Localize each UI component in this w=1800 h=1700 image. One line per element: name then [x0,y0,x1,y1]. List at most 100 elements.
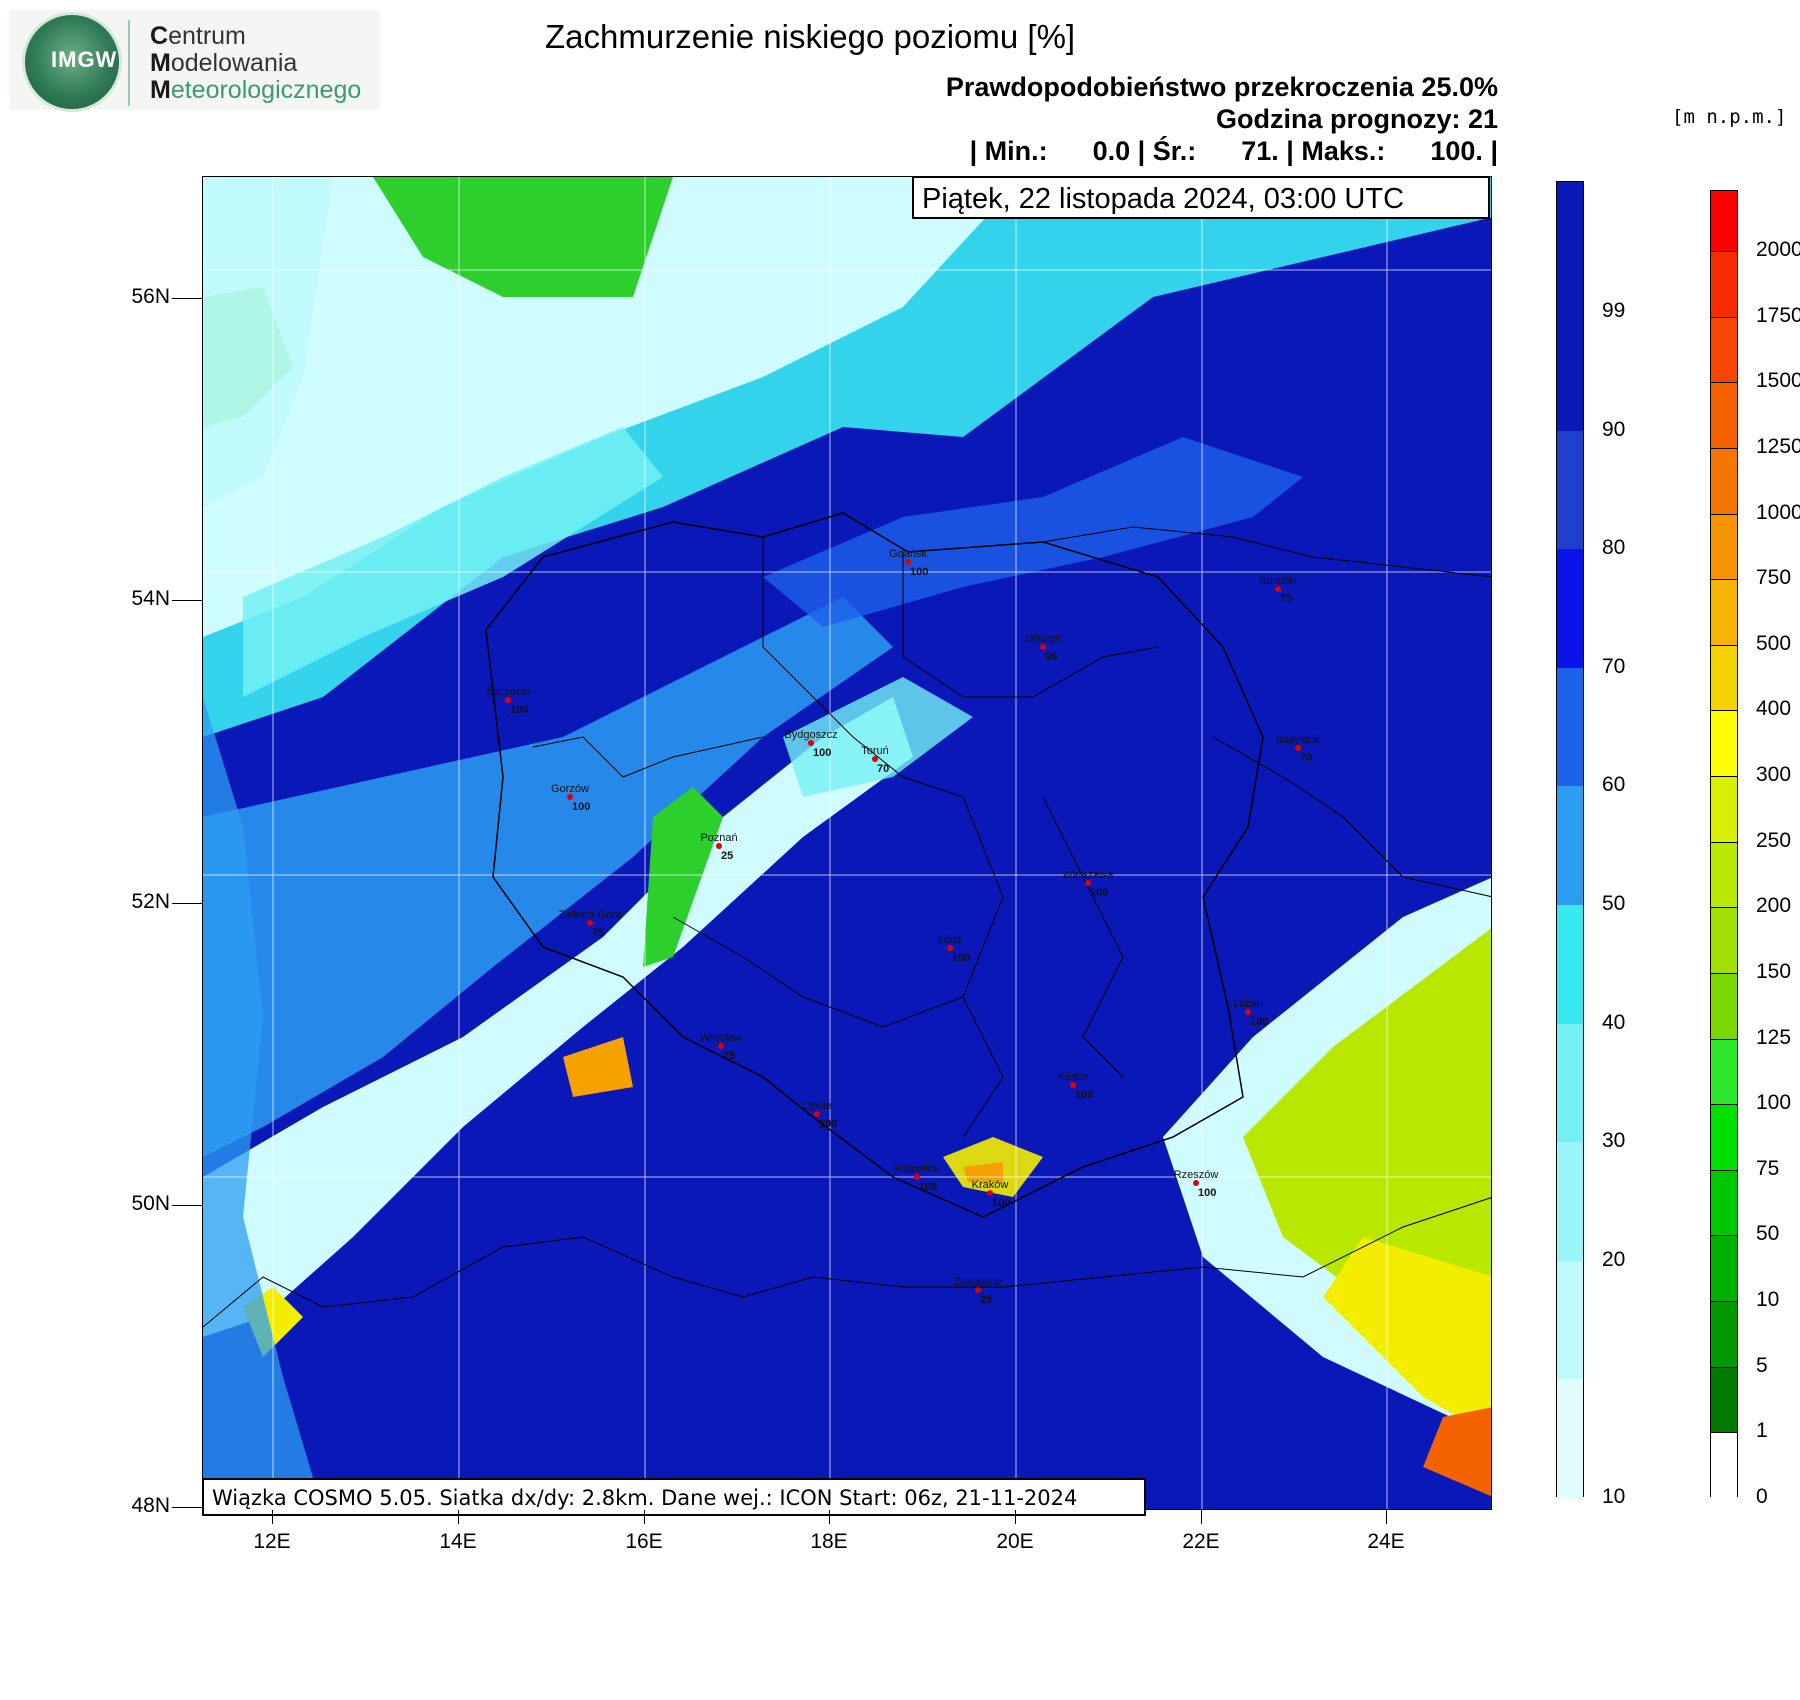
city-name: Gorzów [551,783,589,795]
cloud-colorbar-segment [1557,1023,1583,1144]
elev-colorbar-segment [1711,907,1737,974]
city-dot-icon [808,740,814,746]
cloud-colorbar-segment [1557,1379,1583,1499]
city-name: Rzeszów [1173,1169,1219,1181]
city-value: 25 [723,1050,736,1062]
elev-colorbar-segment [1711,513,1737,581]
city-value: 100 [1198,1187,1217,1199]
cloud-region-light-north [203,177,1023,637]
city-value: 75 [592,927,605,939]
city-dot-icon [716,843,722,849]
elev-colorbar-label: 500 [1756,631,1792,655]
city-name: Szczecin [485,686,531,698]
cloud-colorbar-label: 10 [1602,1485,1626,1508]
east-country-border [1212,736,1491,898]
city-dot-icon [505,697,511,703]
city-name: Łódź [938,934,962,946]
lon-label-16e: 16E [625,1530,663,1553]
elevation-unit-label: [m n.p.m.] [1672,106,1787,128]
elev-colorbar-label: 250 [1756,828,1792,852]
cloud-colorbar-segment [1557,1260,1583,1381]
border-silesia-segment [672,916,964,1028]
city-value: 100 [510,704,529,716]
voivodeship-borders [532,537,1159,1138]
city-name: Warszawa [1062,869,1114,881]
elev-colorbar-label: 50 [1756,1222,1780,1246]
city-dot-icon [987,1190,993,1196]
city-dot-icon [975,1287,981,1293]
imgw-emblem-icon: IMGW [22,12,122,112]
lon-label-12e: 12E [253,1530,291,1553]
city-name: Suwałki [1259,575,1297,587]
elev-colorbar-label: 5 [1756,1353,1768,1377]
cloud-colorbar-label: 50 [1602,892,1626,915]
city-name: Kielce [1058,1071,1088,1083]
cloud-colorbar-segment [1557,549,1583,669]
city-value: 25 [721,850,734,862]
lon-tick-20e [1015,1510,1016,1524]
lat-label-48n: 48N [131,1494,170,1517]
lon-tick-24e [1386,1510,1387,1524]
map-canvas [203,177,1491,1509]
elev-colorbar-label: 200 [1756,894,1792,918]
logo-line-3-initial: M [150,76,171,104]
city-value: 95 [1045,651,1058,663]
city-dot-icon [814,1111,820,1117]
cloud-cover-colorbar-labels: 99 90 80 70 60 50 40 30 20 10 [1590,181,1650,1508]
imgw-logo: IMGW Centrum Modelowania Meteorologiczne… [10,10,380,112]
city-name: Toruń [861,745,889,757]
elev-colorbar-segment [1711,1169,1737,1237]
elev-colorbar-segment [1711,382,1737,449]
elev-colorbar-segment [1711,1366,1737,1434]
city-value: 25 [980,1294,993,1306]
city-dot-icon [1040,644,1046,650]
cloud-colorbar-label: 60 [1602,773,1626,797]
cloud-region-west-germany [203,697,323,1509]
logo-line-3: Meteorologicznego [150,77,361,104]
logo-divider [128,20,130,106]
cloud-colorbar-segment [1557,430,1583,551]
city-value: 100 [1075,1089,1094,1101]
lat-label-56n: 56N [131,285,170,308]
city-value: 100 [910,566,929,578]
elev-colorbar-label: 1000 [1756,500,1800,524]
city-value: 70 [877,763,890,775]
city-name: Bydgoszcz [784,729,838,741]
cloud-cover-colorbar [1556,181,1584,1499]
city-value: 100 [992,1197,1011,1209]
city-dot-icon [905,559,911,565]
city-dot-icon [567,794,573,800]
forecast-date-box: Piątek, 22 listopada 2024, 03:00 UTC [912,176,1490,219]
city-dot-icon [1085,880,1091,886]
city-dot-icon [1070,1082,1076,1088]
elev-colorbar-segment [1711,1235,1737,1303]
border-central-segment [762,537,964,798]
elev-colorbar-label: 0 [1756,1485,1768,1508]
lon-tick-16e [644,1510,645,1524]
cities-layer: Gdańsk 100 Suwałki 75 Olsztyn 95 Szczecin 100 By… [203,177,1491,1509]
city-dot-icon [914,1174,920,1180]
map-title: Zachmurzenie niskiego poziomu [%] [545,18,1076,55]
city-value: 100 [1090,887,1109,899]
lat-tick-54n [172,600,202,601]
cloud-colorbar-label: 70 [1602,654,1626,678]
lat-tick-50n [172,1205,202,1206]
lon-tick-12e [272,1510,273,1524]
lon-label-20e: 20E [996,1530,1034,1553]
city-dot-icon [718,1043,724,1049]
elev-colorbar-segment [1711,316,1737,384]
elev-colorbar-label: 10 [1756,1288,1780,1312]
elev-colorbar-label: 1 [1756,1419,1768,1443]
border-north-segment [902,552,1159,698]
elev-colorbar-segment [1711,1104,1737,1171]
forecast-hour-subtitle: Godzina prognozy: 21 [1215,104,1498,134]
cloud-colorbar-segment [1557,1142,1583,1262]
city-dot-icon [1275,586,1281,592]
south-country-border [203,1197,1491,1328]
elev-colorbar-segment [1711,579,1737,646]
cloud-colorbar-segment [1557,312,1583,432]
cloud-region-west-edge [203,177,333,507]
forecast-map: Gdańsk 100 Suwałki 75 Olsztyn 95 Szczecin 100 By… [202,176,1492,1510]
lat-label-50n: 50N [131,1192,170,1215]
lon-tick-14e [458,1510,459,1524]
